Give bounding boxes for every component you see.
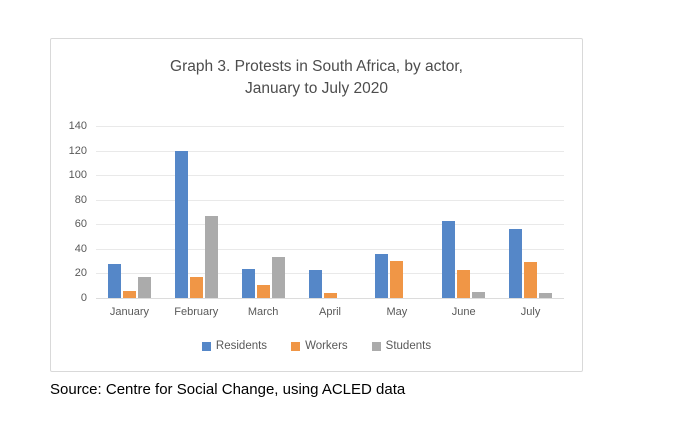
chart-title-line2: January to July 2020: [244, 80, 389, 97]
legend-swatch-residents: [201, 341, 211, 351]
legend-swatch-students: [371, 341, 381, 351]
bar-group-may: [363, 126, 430, 298]
bars-layer: [96, 126, 564, 298]
gridline-y20: [96, 273, 564, 275]
bar-students-january: [137, 277, 151, 298]
bar-workers-january: [122, 290, 136, 298]
x-tick-label-march: March: [247, 306, 279, 318]
bar-workers-june: [457, 269, 471, 298]
x-tick-label-february: February: [174, 306, 219, 318]
bar-students-july: [539, 293, 553, 298]
bar-residents-april: [308, 269, 322, 298]
source-note: Source: Centre for Social Change, using …: [50, 381, 406, 398]
legend-label-students: Students: [385, 340, 432, 352]
bar-students-june: [472, 291, 486, 298]
x-tick-label-may: May: [386, 306, 408, 318]
x-tick-label-january: January: [109, 306, 149, 318]
legend: Residents Workers Students: [51, 340, 582, 352]
gridline-y60: [96, 224, 564, 226]
x-tick-label-july: July: [520, 306, 541, 318]
chart-panel: Graph 3. Protests in South Africa, by ac…: [50, 38, 583, 372]
bar-group-march: [230, 126, 297, 298]
chart-title: Graph 3. Protests in South Africa, by ac…: [51, 56, 582, 100]
legend-item-residents: Residents: [201, 340, 268, 352]
x-tick-label-april: April: [319, 306, 342, 318]
x-tick-label-june: June: [451, 306, 476, 318]
y-tick-label-140: 140: [68, 120, 87, 132]
gridline-y80: [96, 199, 564, 201]
y-tick-label-120: 120: [68, 144, 87, 157]
bar-group-july: [497, 126, 564, 298]
y-tick-label-100: 100: [68, 169, 87, 182]
bar-students-march: [271, 257, 285, 298]
chart-title-line1: Graph 3. Protests in South Africa, by ac…: [170, 58, 463, 75]
bar-students-february: [204, 215, 218, 298]
bar-workers-march: [256, 284, 270, 298]
bar-group-april: [297, 126, 364, 298]
bar-group-january: [96, 126, 163, 298]
y-tick-label-40: 40: [74, 242, 87, 255]
bar-workers-may: [390, 261, 404, 298]
y-tick-label-0: 0: [80, 292, 87, 304]
gridline-y120: [96, 150, 564, 152]
bar-workers-july: [524, 262, 538, 298]
bar-workers-april: [323, 293, 337, 298]
legend-item-students: Students: [371, 340, 432, 352]
y-tick-label-60: 60: [74, 218, 87, 231]
x-axis-labels: January February March April May June July: [96, 306, 564, 318]
y-tick-label-80: 80: [74, 193, 87, 206]
y-tick-label-20: 20: [74, 267, 87, 280]
gridline-y0: [96, 298, 564, 299]
legend-swatch-workers: [291, 341, 301, 351]
plot-area: 0 20 40 60 80 100 120 140: [69, 120, 564, 304]
bar-group-february: [163, 126, 230, 298]
legend-label-residents: Residents: [215, 340, 268, 352]
gridline-y100: [96, 175, 564, 177]
bar-residents-june: [442, 220, 456, 298]
bar-residents-january: [107, 263, 121, 298]
bar-residents-february: [174, 150, 188, 298]
bar-workers-february: [189, 277, 203, 298]
bar-residents-july: [509, 229, 523, 298]
gridline-y40: [96, 248, 564, 250]
gridline-y140: [96, 126, 564, 127]
bar-group-june: [430, 126, 497, 298]
bar-residents-may: [375, 253, 389, 298]
legend-label-workers: Workers: [305, 340, 348, 352]
legend-item-workers: Workers: [291, 340, 348, 352]
bar-residents-march: [241, 268, 255, 298]
